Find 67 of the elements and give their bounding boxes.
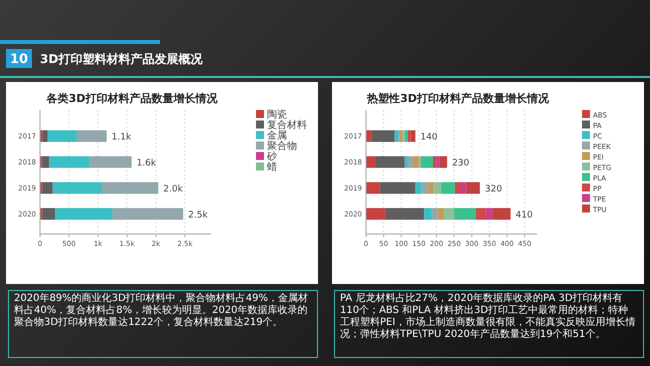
bar xyxy=(404,130,408,142)
bar xyxy=(42,208,56,220)
bar xyxy=(454,208,476,220)
chart-title: 各类3D打印材料产品数量增长情况 xyxy=(46,92,218,105)
bar xyxy=(486,208,493,220)
bar xyxy=(424,208,432,220)
bar xyxy=(112,208,184,220)
legend-label: 复合材料 xyxy=(267,119,307,131)
total-label: 410 xyxy=(516,210,534,220)
bar xyxy=(49,156,90,168)
bar xyxy=(394,130,398,142)
text: 10 xyxy=(10,52,28,67)
bar xyxy=(408,156,413,168)
bar xyxy=(76,130,107,142)
bar xyxy=(439,156,448,168)
bar xyxy=(434,182,442,194)
chart-title: 热塑性3D打印材料产品数量增长情况 xyxy=(366,92,550,105)
bar xyxy=(385,208,424,220)
bar xyxy=(460,182,466,194)
bar xyxy=(436,156,440,168)
bar xyxy=(432,156,436,168)
bar xyxy=(421,182,428,194)
bar xyxy=(42,130,48,142)
legend-label: 金属 xyxy=(267,130,287,142)
bar xyxy=(42,182,53,194)
bar xyxy=(412,156,419,168)
bar xyxy=(466,182,480,194)
bar xyxy=(415,182,422,194)
bar xyxy=(438,208,444,220)
text: 2020年89%的商业化3D打印材料中，聚合物材料占49%，金属材料占40%，复合材料占8%，增长较为明显。2020年数据库收录的聚合物3D打印材料数量达1222个，复合材料数量达219个。 xyxy=(8,290,318,358)
text: 3D打印塑料材料产品发展概况 xyxy=(40,52,204,66)
total-label: 2.0k xyxy=(163,184,184,194)
bar xyxy=(48,130,77,142)
bar xyxy=(52,182,102,194)
bar xyxy=(376,156,405,168)
bar xyxy=(432,208,438,220)
bar xyxy=(366,156,376,168)
bar xyxy=(380,182,416,194)
text: PA 尼龙材料占比27%，2020年数据库收录的PA 3D打印材料有110个；ABS 和PLA 材料挤出3D打印工艺中最常用的材料；特种工程塑料PEI，市场上制造商数量很有限，不能真实反映应用增长情况；弹性材料TPE\TPU 2020年产品数量达到19个和51个。 xyxy=(334,290,644,358)
bar xyxy=(366,208,386,220)
total-label: 320 xyxy=(484,184,502,194)
bar xyxy=(441,182,455,194)
bar xyxy=(444,208,454,220)
bar xyxy=(492,208,511,220)
total-label: 1.1k xyxy=(112,132,132,143)
legend-label: 砂 xyxy=(266,150,277,162)
bar xyxy=(90,156,132,168)
legend-label: 陶瓷 xyxy=(267,108,287,120)
bar xyxy=(42,156,50,168)
bar xyxy=(404,156,408,168)
bar xyxy=(366,130,372,142)
bar xyxy=(102,182,158,194)
bar xyxy=(421,156,433,168)
bar xyxy=(366,182,380,194)
legend-label: 聚合物 xyxy=(267,140,297,152)
bar xyxy=(408,130,411,142)
total-label: 2.5k xyxy=(188,210,208,220)
total-label: 230 xyxy=(452,158,470,169)
bar xyxy=(454,182,460,194)
total-label: 1.6k xyxy=(136,158,157,169)
bar xyxy=(476,208,486,220)
total-label: 140 xyxy=(420,132,438,143)
bar xyxy=(55,208,112,220)
bar xyxy=(428,182,434,194)
bar xyxy=(371,130,395,142)
bar xyxy=(410,130,416,142)
legend-label: 蜡 xyxy=(267,161,277,173)
